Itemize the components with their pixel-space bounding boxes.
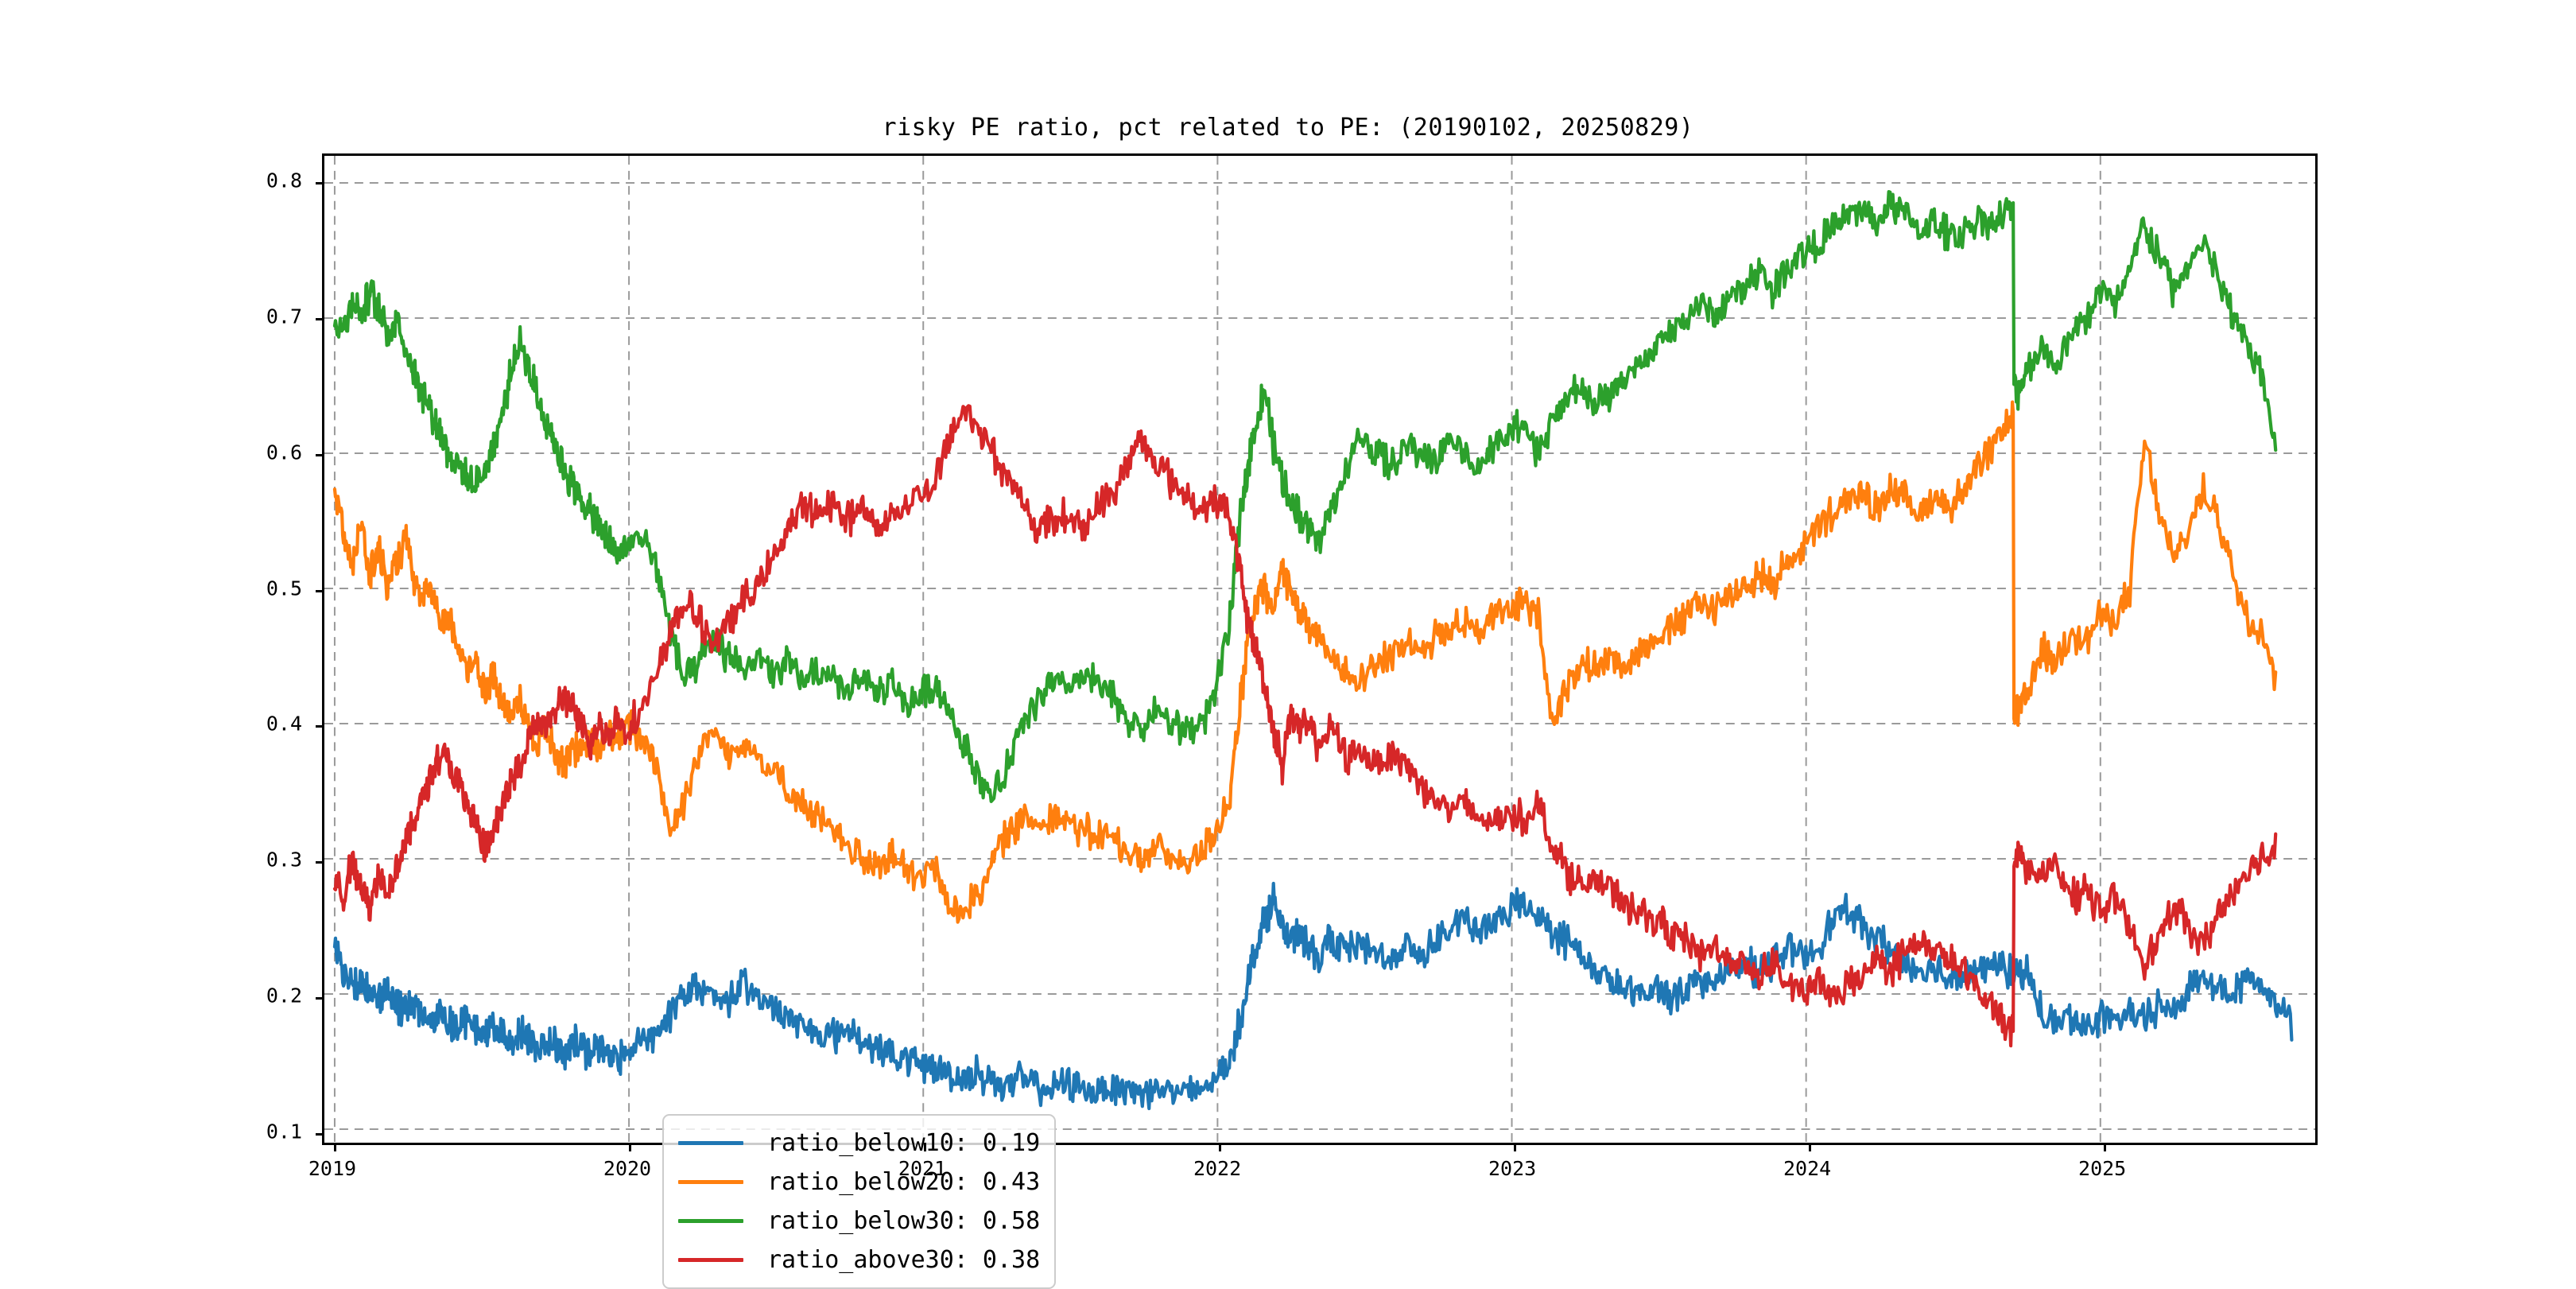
data-lines <box>332 189 2294 1111</box>
x-tick-mark <box>1219 1143 1222 1151</box>
legend-item-ratio-below10[interactable]: ratio_below10: 0.19 <box>664 1126 1054 1161</box>
y-tick-label: 0.8 <box>266 169 302 192</box>
y-tick-mark <box>316 317 324 320</box>
x-tick-label: 2022 <box>1193 1157 1242 1180</box>
legend-item-ratio-above30[interactable]: ratio_above30: 0.38 <box>664 1243 1054 1278</box>
y-axis-tick-labels: 0.1 0.2 0.3 0.4 0.5 0.6 0.7 0.8 <box>239 153 302 1145</box>
legend-label-ratio-above30: ratio_above30: 0.38 <box>767 1246 1041 1274</box>
series-line-ratio_below20 <box>332 400 2278 924</box>
legend-item-ratio-below30[interactable]: ratio_below30: 0.58 <box>664 1204 1054 1239</box>
y-tick-label: 0.1 <box>266 1120 302 1143</box>
y-tick-mark <box>316 453 324 456</box>
x-tick-mark <box>629 1143 631 1151</box>
legend-swatch-ratio-below10 <box>678 1141 743 1145</box>
legend-item-ratio-below20[interactable]: ratio_below20: 0.43 <box>664 1165 1054 1200</box>
y-tick-label: 0.7 <box>266 305 302 328</box>
x-tick-mark <box>924 1143 927 1151</box>
y-tick-label: 0.4 <box>266 712 302 736</box>
y-tick-label: 0.5 <box>266 577 302 600</box>
legend-swatch-ratio-below20 <box>678 1180 743 1184</box>
grid-lines <box>324 156 2315 1143</box>
y-tick-mark <box>316 182 324 185</box>
x-tick-mark <box>2104 1143 2107 1151</box>
chart-title: risky PE ratio, pct related to PE: (2019… <box>882 114 1694 142</box>
x-tick-mark <box>333 1143 336 1151</box>
series-line-ratio_below10 <box>332 881 2294 1111</box>
x-tick-label: 2025 <box>2078 1157 2127 1180</box>
y-tick-label: 0.6 <box>266 441 302 464</box>
y-tick-label: 0.3 <box>266 848 302 872</box>
x-tick-label: 2019 <box>308 1157 357 1180</box>
x-tick-mark <box>1809 1143 1812 1151</box>
x-axis-tick-labels: 2019 2020 2021 2022 2023 2024 2025 <box>308 1157 2318 1197</box>
x-tick-label: 2023 <box>1488 1157 1537 1180</box>
legend-swatch-ratio-above30 <box>678 1258 743 1262</box>
y-tick-mark <box>316 1132 324 1136</box>
series-line-ratio_below30 <box>332 189 2278 803</box>
legend-label-ratio-below10: ratio_below10: 0.19 <box>767 1129 1041 1157</box>
y-tick-mark <box>316 589 324 592</box>
x-tick-mark <box>1514 1143 1517 1151</box>
y-tick-label: 0.2 <box>266 984 302 1008</box>
x-tick-label: 2024 <box>1783 1157 1832 1180</box>
legend-label-ratio-below20: ratio_below20: 0.43 <box>767 1168 1041 1196</box>
x-tick-label: 2021 <box>898 1157 947 1180</box>
series-line-ratio_above30 <box>332 404 2278 1048</box>
legend-label-ratio-below30: ratio_below30: 0.58 <box>767 1207 1041 1235</box>
x-tick-label: 2020 <box>603 1157 652 1180</box>
plot-area: ratio_below10: 0.19 ratio_below20: 0.43 … <box>316 153 2318 1289</box>
legend-swatch-ratio-below30 <box>678 1219 743 1223</box>
plot-inner <box>324 156 2315 1143</box>
y-tick-mark <box>316 997 324 1000</box>
chart-legend[interactable]: ratio_below10: 0.19 ratio_below20: 0.43 … <box>662 1114 1056 1289</box>
y-tick-mark <box>316 861 324 864</box>
y-tick-mark <box>316 725 324 728</box>
